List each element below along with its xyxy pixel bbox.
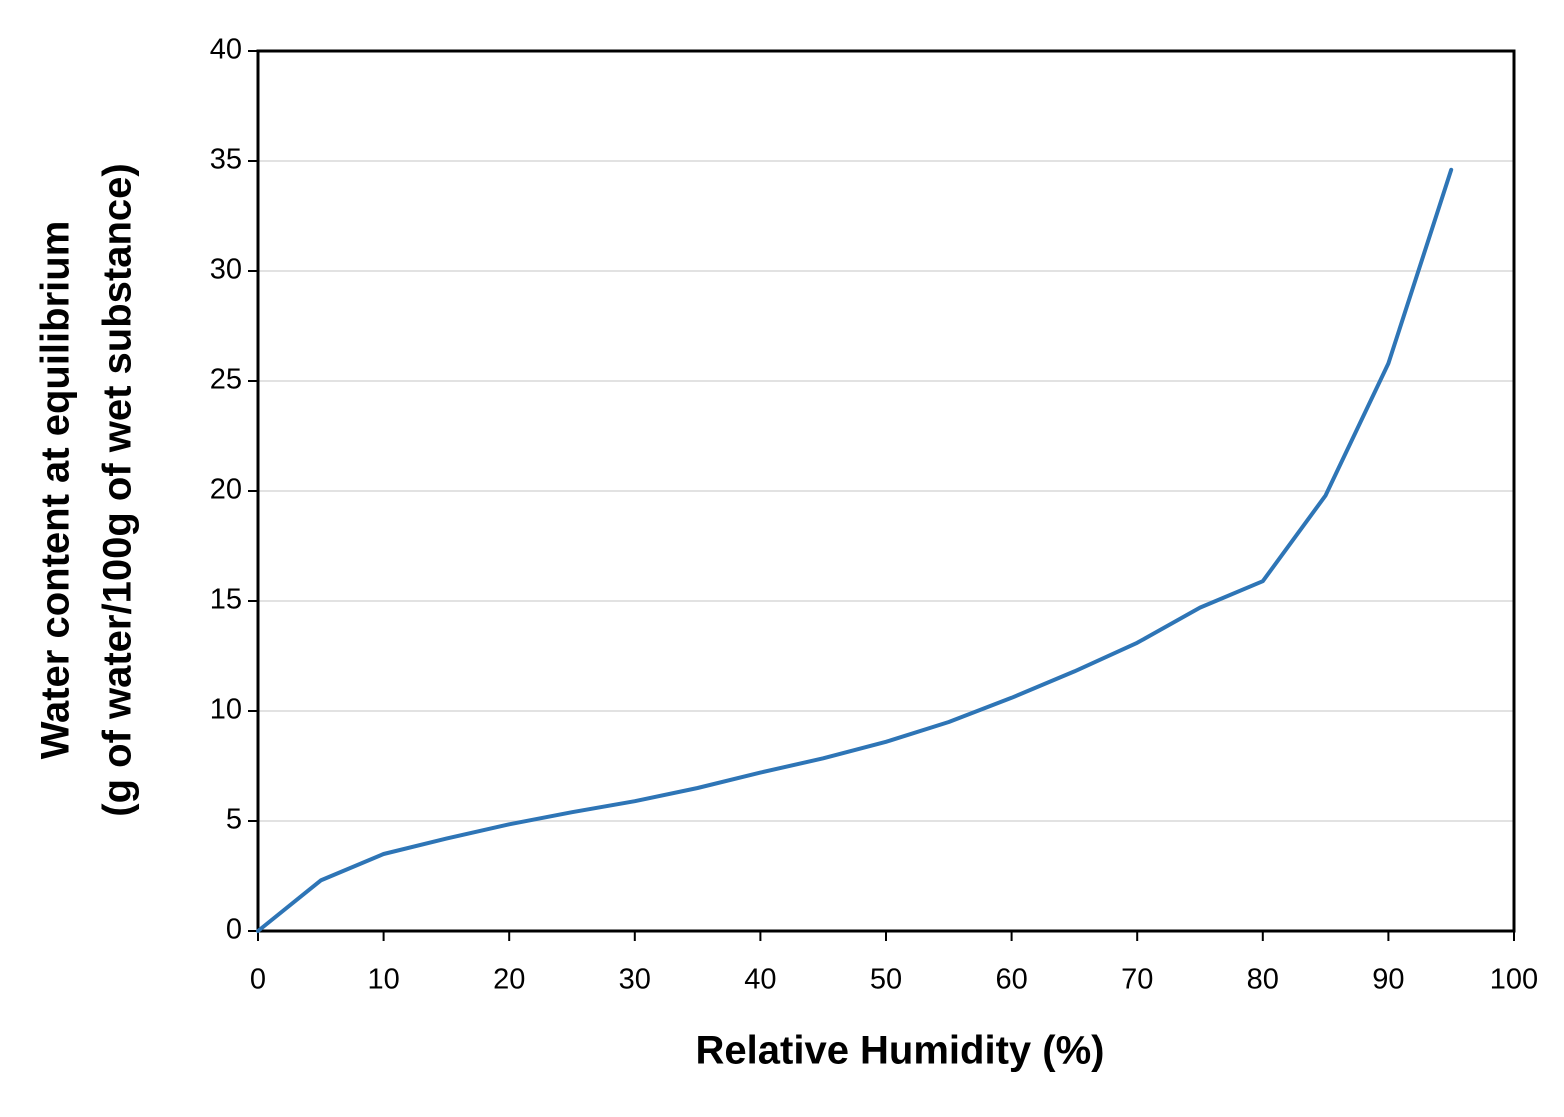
y-tick-label: 15 [210,584,242,616]
x-tick-label: 80 [1247,964,1279,996]
y-axis-title: Water content at equilibrium [34,221,78,760]
y-tick-label: 0 [226,914,242,946]
y-tick-label: 10 [210,694,242,726]
data-line [256,167,1454,933]
x-tick-label: 90 [1372,964,1404,996]
x-tick-label: 100 [1490,964,1538,996]
y-tick-label: 30 [210,254,242,286]
plot-frame [256,49,1516,933]
x-tick-label: 30 [619,964,651,996]
x-tick-label: 10 [367,964,399,996]
x-tick-label: 70 [1121,964,1153,996]
y-tick-label: 35 [210,144,242,176]
x-tick-label: 0 [250,964,266,996]
y-axis-title: (g of water/100g of wet substance) [96,163,140,816]
x-tick-label: 60 [995,964,1027,996]
x-tick-label: 40 [744,964,776,996]
y-tick-label: 25 [210,364,242,396]
x-axis-title: Relative Humidity (%) [696,1029,1105,1073]
x-tick-label: 50 [870,964,902,996]
x-tick-label: 20 [493,964,525,996]
y-tick-label: 5 [226,804,242,836]
y-tick-label: 20 [210,474,242,506]
y-tick-label: 40 [210,34,242,66]
